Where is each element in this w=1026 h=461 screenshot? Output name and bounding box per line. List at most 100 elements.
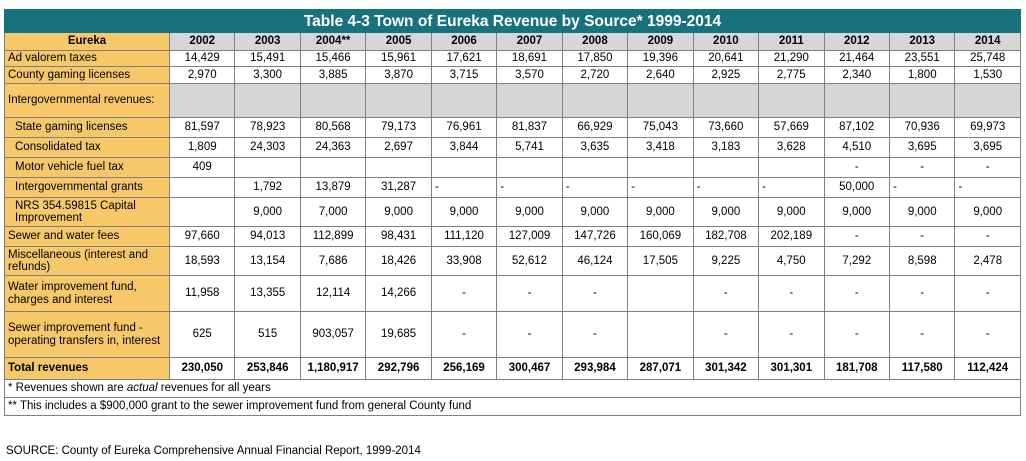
year-header: 2013 (888, 32, 956, 51)
table-cell: 2,640 (627, 66, 694, 84)
table-cell: - (430, 311, 498, 358)
table-cell: 3,300 (234, 66, 301, 84)
table-cell (692, 157, 760, 178)
table-cell (299, 157, 367, 178)
table-cell: 50,000 (823, 177, 890, 198)
table-cell: 300,467 (496, 357, 563, 380)
table-cell: 147,726 (561, 226, 629, 247)
table-cell: 2,775 (758, 66, 825, 84)
table-cell: 117,580 (888, 357, 956, 380)
footnote: ** This includes a $900,000 grant to the… (4, 397, 1021, 416)
table-cell: 3,570 (496, 66, 563, 84)
table-cell: - (823, 226, 890, 247)
year-header: 2012 (823, 32, 890, 51)
table-cell: - (888, 226, 956, 247)
table-cell: - (561, 275, 629, 312)
table-title: Table 4-3 Town of Eureka Revenue by Sour… (4, 9, 1021, 33)
table-row: Intergovernmental grants 1,792 13,879 31,28… (4, 177, 1021, 198)
table-cell: 3,628 (758, 137, 825, 158)
table-cell: - (758, 275, 825, 312)
table-cell: 3,183 (692, 137, 760, 158)
table-cell: - (496, 311, 563, 358)
table-cell: 14,266 (365, 275, 432, 312)
table-cell (168, 197, 236, 227)
table-cell: 4,510 (823, 137, 890, 158)
table-row: NRS 354.59815 Capital Improvement 9,000 7,… (4, 197, 1021, 227)
row-label: Intergovernmental grants (4, 177, 170, 198)
table-cell: 15,491 (234, 50, 301, 67)
year-header: 2004** (299, 32, 367, 51)
row-label: State gaming licenses (4, 117, 170, 138)
row-label: County gaming licenses (4, 66, 170, 84)
table-cell: 256,169 (430, 357, 498, 380)
row-label: Intergovernmental revenues: (4, 83, 170, 118)
footnote-emphasis: actual (126, 382, 158, 394)
table-cell (823, 83, 890, 118)
year-header: 2007 (496, 32, 563, 51)
table-cell (888, 83, 956, 118)
table-cell (234, 157, 301, 178)
table-cell: 3,695 (954, 137, 1021, 158)
table-cell: - (954, 226, 1021, 247)
table-cell: - (823, 311, 890, 358)
table-cell: 112,424 (954, 357, 1021, 380)
table-cell: 66,929 (561, 117, 629, 138)
table-cell: 13,154 (234, 246, 301, 276)
table-cell: 230,050 (168, 357, 236, 380)
table-cell: 3,635 (561, 137, 629, 158)
table-row: Sewer and water fees 97,660 94,013 112,899 9… (4, 226, 1021, 247)
table-cell (561, 83, 629, 118)
table-cell (758, 83, 825, 118)
table-cell (365, 157, 432, 178)
table-cell: 17,850 (561, 50, 629, 67)
table-cell: 409 (168, 157, 236, 178)
table-cell (627, 157, 694, 178)
table-cell: 80,568 (299, 117, 367, 138)
table-cell: 78,923 (234, 117, 301, 138)
table-row: Motor vehicle fuel tax 409- - - (4, 157, 1021, 178)
table-cell: 7,686 (299, 246, 367, 276)
year-header: 2002 (168, 32, 236, 51)
table-cell: - (888, 275, 956, 312)
header-row: Eureka 2002 2003 2004** 2005 2006 2007 2008 200… (4, 32, 1021, 51)
table-cell: 15,961 (365, 50, 432, 67)
table-cell: 20,641 (692, 50, 760, 67)
table-cell: 3,418 (627, 137, 694, 158)
table-cell: 9,000 (758, 197, 825, 227)
table-cell (692, 83, 760, 118)
table-cell: 2,340 (823, 66, 890, 84)
table-row: Sewer improvement fund - operating trans… (4, 311, 1021, 358)
table-cell (168, 83, 236, 118)
table-cell: 1,180,917 (299, 357, 367, 380)
table-cell: 9,000 (234, 197, 301, 227)
table-row: State gaming licenses 81,597 78,923 80,568 7… (4, 117, 1021, 138)
row-label: Sewer improvement fund - operating trans… (4, 311, 170, 358)
table-cell: 24,363 (299, 137, 367, 158)
table-cell: 301,301 (758, 357, 825, 380)
table-cell: 2,720 (561, 66, 629, 84)
table-cell: 19,396 (627, 50, 694, 67)
table-cell: 46,124 (561, 246, 629, 276)
table-cell: 7,292 (823, 246, 890, 276)
table-cell: 3,715 (430, 66, 498, 84)
table-row: Miscellaneous (interest and refunds) 18,5… (4, 246, 1021, 276)
table-cell (365, 83, 432, 118)
footnote-row: ** This includes a $900,000 grant to the… (4, 397, 1021, 416)
table-cell: - (888, 311, 956, 358)
table-cell: 14,429 (168, 50, 236, 67)
row-label: Consolidated tax (4, 137, 170, 158)
table-cell: 79,173 (365, 117, 432, 138)
table-cell: 12,114 (299, 275, 367, 312)
table-cell: - (954, 177, 1021, 198)
table-cell: 181,708 (823, 357, 890, 380)
table-cell: 81,837 (496, 117, 563, 138)
table-cell: 2,478 (954, 246, 1021, 276)
table-cell: 75,043 (627, 117, 694, 138)
table-cell: 9,000 (365, 197, 432, 227)
table-cell: 8,598 (888, 246, 956, 276)
table-cell (168, 177, 236, 198)
corner-label: Eureka (4, 32, 170, 51)
year-header: 2010 (692, 32, 760, 51)
table-cell (954, 83, 1021, 118)
table-cell: 9,000 (888, 197, 956, 227)
